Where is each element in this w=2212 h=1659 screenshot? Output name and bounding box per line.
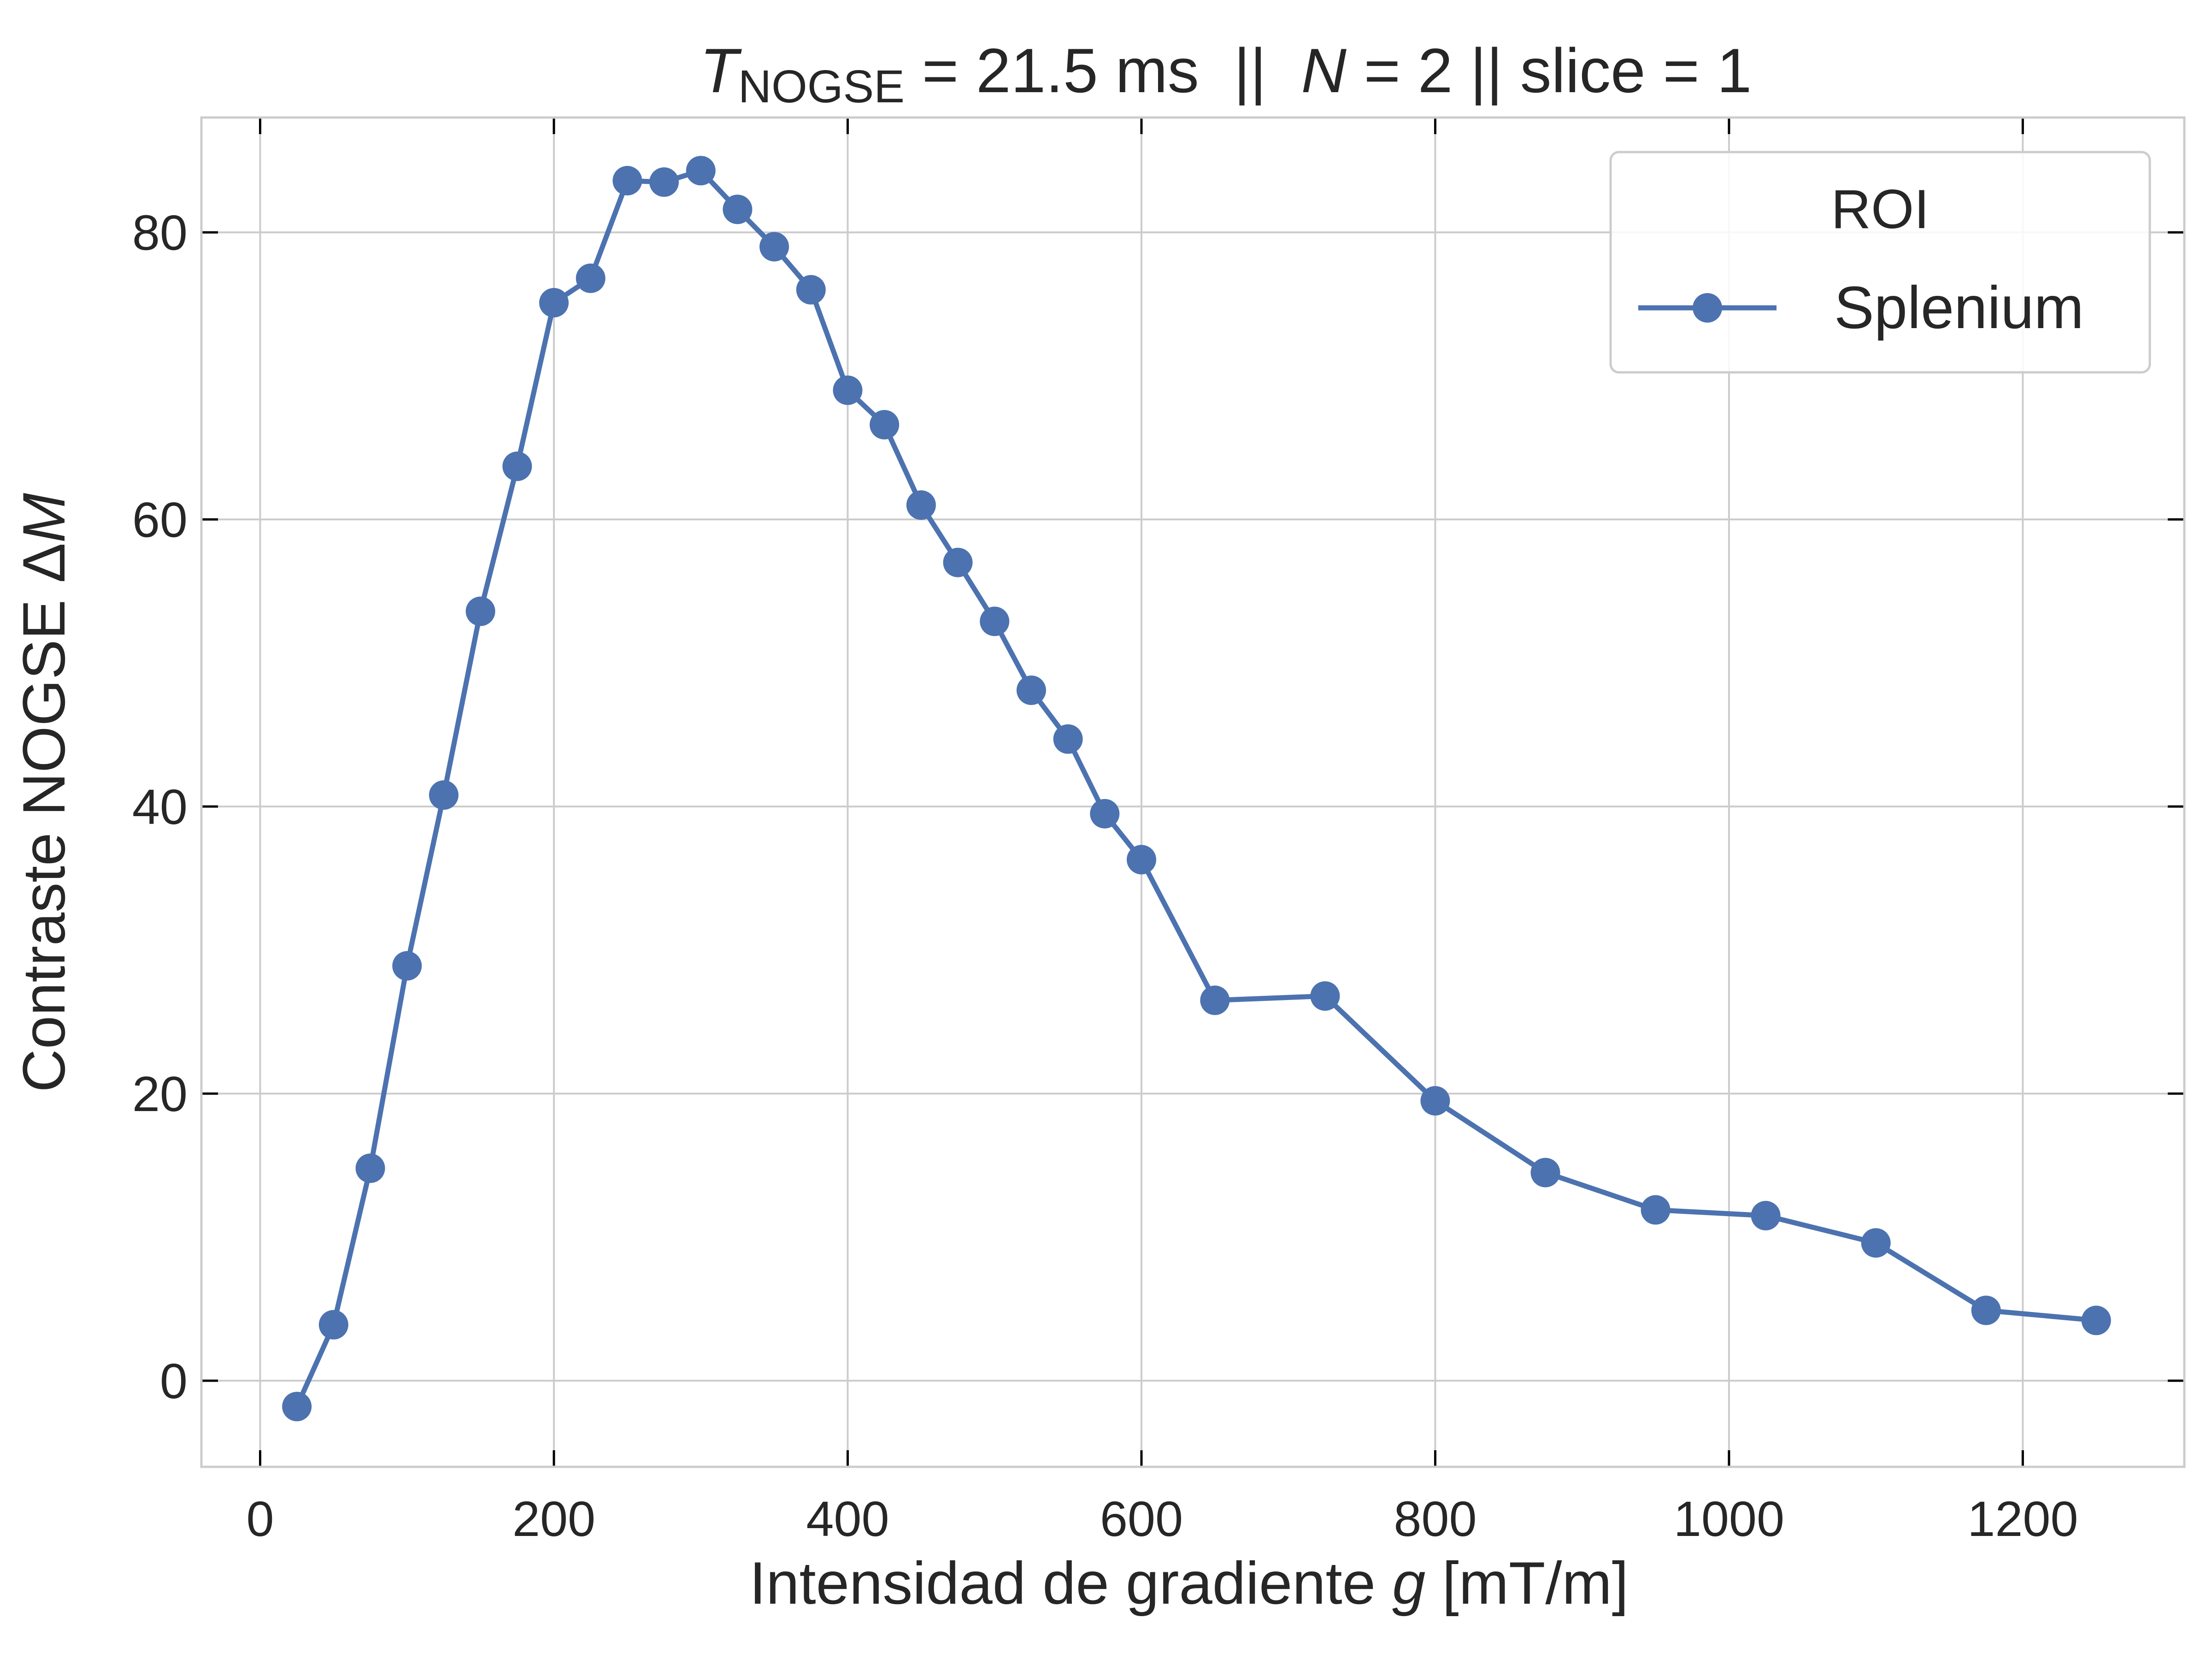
- title-t-symbol: T: [700, 35, 742, 106]
- xlabel-suffix: [mT/m]: [1425, 1549, 1628, 1617]
- data-point: [1861, 1228, 1891, 1258]
- data-point: [429, 780, 459, 810]
- x-tick-label: 200: [512, 1491, 595, 1547]
- legend-label: Splenium: [1834, 274, 2084, 341]
- data-point: [282, 1392, 312, 1422]
- data-point: [1530, 1158, 1560, 1188]
- ylabel-prefix: Contraste NOGSE Δ: [10, 543, 77, 1092]
- y-axis-title: Contraste NOGSE ΔM: [10, 493, 77, 1092]
- data-point: [686, 156, 716, 186]
- data-point: [1053, 724, 1083, 754]
- title-rest: = 2 || slice = 1: [1347, 35, 1752, 106]
- x-axis-title: Intensidad de gradiente g [mT/m]: [749, 1549, 1629, 1617]
- x-tick-label: 600: [1100, 1491, 1183, 1547]
- x-tick-label: 0: [246, 1491, 274, 1547]
- legend-box: [1609, 151, 2151, 374]
- legend: ROI Splenium: [1609, 151, 2151, 374]
- data-point: [576, 263, 606, 293]
- data-point: [943, 547, 973, 577]
- x-tick-label: 800: [1394, 1491, 1477, 1547]
- plot-frame: [200, 116, 2186, 1468]
- title-t-value: = 21.5 ms ||: [905, 35, 1301, 106]
- title-n-symbol: N: [1301, 35, 1347, 106]
- tick-marks: [201, 118, 2184, 1467]
- y-tick-label: 60: [132, 492, 188, 547]
- data-point: [759, 232, 789, 262]
- chart-title: TNOGSE = 21.5 ms || N = 2 || slice = 1: [700, 35, 1752, 112]
- tick-labels: 0 200 400 600 800 1000 1200 0 20 40 60 80: [132, 205, 2078, 1547]
- y-tick-label: 20: [132, 1066, 188, 1122]
- title-t-subscript: NOGSE: [738, 61, 905, 112]
- data-point: [649, 167, 679, 197]
- data-point: [796, 275, 826, 305]
- legend-title: ROI: [1831, 178, 1929, 240]
- data-point: [1200, 985, 1230, 1015]
- data-point: [355, 1153, 385, 1183]
- legend-marker-swatch: [1693, 293, 1722, 323]
- data-point: [392, 951, 422, 981]
- data-point: [539, 288, 569, 318]
- data-point: [1310, 981, 1340, 1011]
- data-point: [2081, 1306, 2111, 1335]
- data-point: [980, 606, 1010, 636]
- data-point: [1971, 1295, 2001, 1325]
- x-tick-label: 400: [806, 1491, 889, 1547]
- data-point: [318, 1310, 348, 1340]
- data-point: [870, 410, 900, 440]
- x-tick-label: 1200: [1967, 1491, 2078, 1547]
- data-point: [1751, 1200, 1781, 1230]
- y-tick-label: 40: [132, 779, 188, 835]
- series-layer: [282, 156, 2111, 1422]
- data-point: [1126, 845, 1156, 875]
- data-point: [1090, 799, 1120, 829]
- y-tick-label: 0: [160, 1353, 188, 1409]
- data-point: [906, 490, 936, 520]
- data-point: [465, 596, 495, 626]
- grid: [201, 118, 2184, 1467]
- data-point: [723, 194, 753, 224]
- data-point: [1016, 675, 1046, 705]
- data-point: [502, 451, 532, 481]
- data-point: [1420, 1086, 1450, 1116]
- xlabel-prefix: Intensidad de gradiente: [749, 1549, 1392, 1617]
- x-tick-label: 1000: [1674, 1491, 1784, 1547]
- data-point: [612, 166, 642, 196]
- data-point: [833, 375, 863, 405]
- ylabel-symbol: M: [10, 493, 77, 543]
- y-tick-label: 80: [132, 205, 188, 260]
- xlabel-symbol: g: [1392, 1549, 1425, 1617]
- data-point: [1641, 1195, 1671, 1225]
